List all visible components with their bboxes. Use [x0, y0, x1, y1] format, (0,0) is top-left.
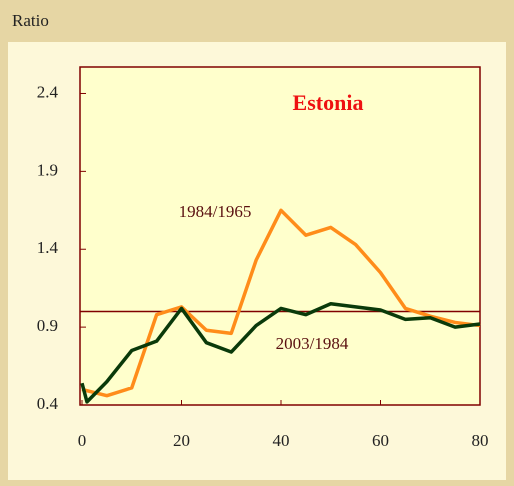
series-label: 1984/1965	[179, 202, 252, 221]
series-label: 2003/1984	[276, 334, 349, 353]
plot-area	[79, 66, 481, 406]
y-tick-label: 0.9	[37, 316, 58, 335]
series-line	[81, 208, 481, 398]
series-line	[80, 302, 481, 404]
x-tick-label: 60	[372, 431, 389, 450]
x-tick-label: 80	[472, 431, 489, 450]
y-axis-label: Ratio	[12, 11, 49, 30]
chart-title: Estonia	[293, 90, 364, 115]
x-tick-label: 20	[173, 431, 190, 450]
x-tick-label: 0	[78, 431, 87, 450]
y-tick-label: 1.9	[37, 160, 58, 179]
y-tick-label: 2.4	[37, 82, 59, 101]
y-tick-label: 0.4	[37, 394, 59, 413]
x-tick-label: 40	[273, 431, 290, 450]
y-tick-label: 1.4	[37, 238, 59, 257]
